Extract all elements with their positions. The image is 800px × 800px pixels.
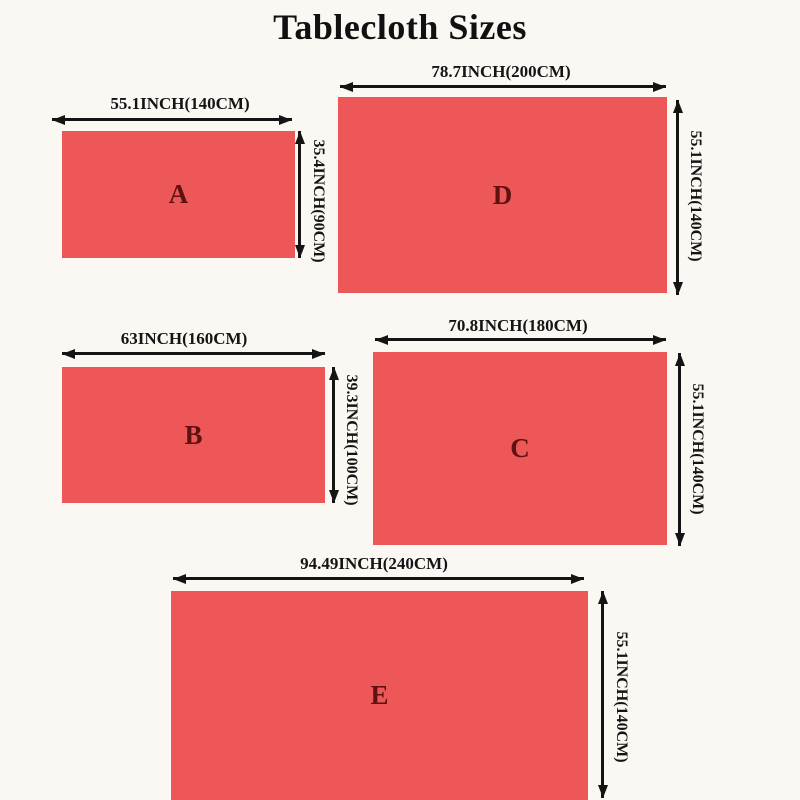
tablecloth-c-height-arrow-icon [678,353,681,546]
tablecloth-b: B [62,367,325,503]
tablecloth-d-height-label: 55.1INCH(140CM) [687,130,704,262]
tablecloth-c: C [373,352,667,545]
tablecloth-a-width-arrow-icon [52,118,292,121]
tablecloth-b-letter: B [184,419,203,450]
tablecloth-a-height-arrow-icon [298,131,301,258]
tablecloth-c-width-arrow-icon [375,338,666,341]
tablecloth-e-height-label: 55.1INCH(140CM) [613,631,630,763]
tablecloth-e-height-arrow-icon [601,591,604,798]
tablecloth-e: E [171,591,588,800]
tablecloth-d-width-arrow-icon [340,85,666,88]
tablecloth-c-letter: C [510,433,530,463]
tablecloth-b-height-arrow-icon [332,367,335,503]
tablecloth-c-height-label: 55.1INCH(140CM) [689,383,706,515]
tablecloth-b-width-label: 63INCH(160CM) [120,329,248,348]
tablecloth-e-width-arrow-icon [173,577,584,580]
tablecloth-d-height-arrow-icon [676,100,679,295]
tablecloth-a-height-label: 35.4INCH(90CM) [310,139,327,263]
tablecloth-a: A [62,131,295,258]
tablecloth-e-letter: E [370,680,389,710]
tablecloth-c-width-label: 70.8INCH(180CM) [448,316,588,335]
tablecloth-a-width-label: 55.1INCH(140CM) [110,94,250,113]
tablecloth-a-letter: A [168,179,189,209]
tablecloth-b-height-label: 39.3INCH(100CM) [343,374,360,506]
page-title: Tablecloth Sizes [273,7,527,47]
tablecloth-b-width-arrow-icon [62,352,325,355]
tablecloth-d-width-label: 78.7INCH(200CM) [431,62,571,81]
tablecloth-e-width-label: 94.49INCH(240CM) [300,554,448,573]
tablecloth-d-letter: D [492,179,513,210]
tablecloth-d: D [338,97,667,293]
